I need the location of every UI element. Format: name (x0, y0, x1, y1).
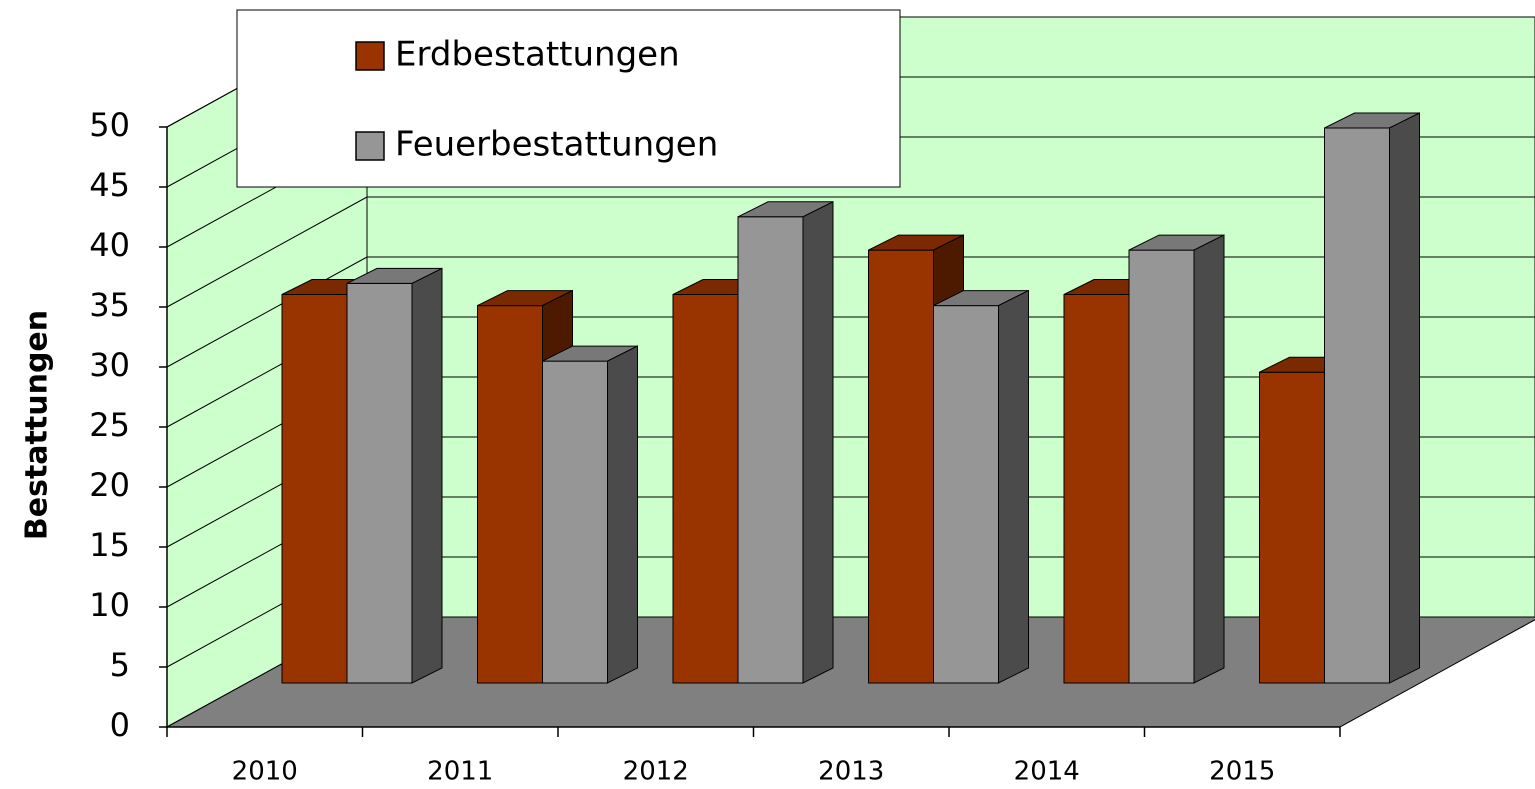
bar (1259, 371, 1325, 684)
y-tick-label: 35 (89, 286, 130, 324)
y-axis-label: Bestattungen (20, 310, 55, 540)
bar (1063, 294, 1130, 684)
y-tick-label: 30 (89, 346, 130, 384)
y-tick-label: 25 (89, 406, 130, 444)
y-tick-label: 45 (89, 166, 130, 204)
bar-side (1193, 234, 1225, 684)
legend-swatch (355, 131, 385, 161)
y-tick-label: 40 (89, 226, 130, 264)
legend (236, 9, 901, 188)
bar-side (607, 345, 638, 684)
x-tick-label: 2011 (427, 757, 493, 787)
x-tick-label: 2014 (1014, 757, 1080, 787)
bar-side (802, 200, 834, 684)
x-tick-label: 2015 (1209, 757, 1275, 787)
bar (477, 305, 543, 684)
y-tick-label: 15 (89, 526, 130, 564)
y-tick-label: 20 (89, 466, 130, 504)
bar-side (998, 289, 1029, 684)
bar (281, 294, 348, 684)
bar (672, 294, 739, 684)
legend-label: Erdbestattungen (395, 35, 680, 75)
grid-line (166, 196, 368, 308)
bar (868, 249, 934, 684)
bar (1128, 249, 1195, 684)
legend-swatch (355, 41, 385, 71)
x-tick-label: 2012 (623, 757, 689, 787)
bar (737, 216, 804, 684)
bar (542, 360, 608, 684)
bar-side (1389, 112, 1420, 684)
y-tick-label: 10 (89, 586, 130, 624)
y-tick-label: 5 (110, 646, 130, 684)
legend-label: Feuerbestattungen (395, 125, 718, 165)
bar (346, 282, 413, 684)
bar (933, 305, 999, 684)
x-tick-label: 2010 (232, 757, 298, 787)
grid-line (166, 256, 368, 368)
bar (1324, 127, 1390, 684)
y-tick-label: 50 (89, 106, 130, 144)
bar-side (411, 267, 443, 684)
x-tick-label: 2013 (818, 757, 884, 787)
y-tick-label: 0 (110, 706, 130, 744)
